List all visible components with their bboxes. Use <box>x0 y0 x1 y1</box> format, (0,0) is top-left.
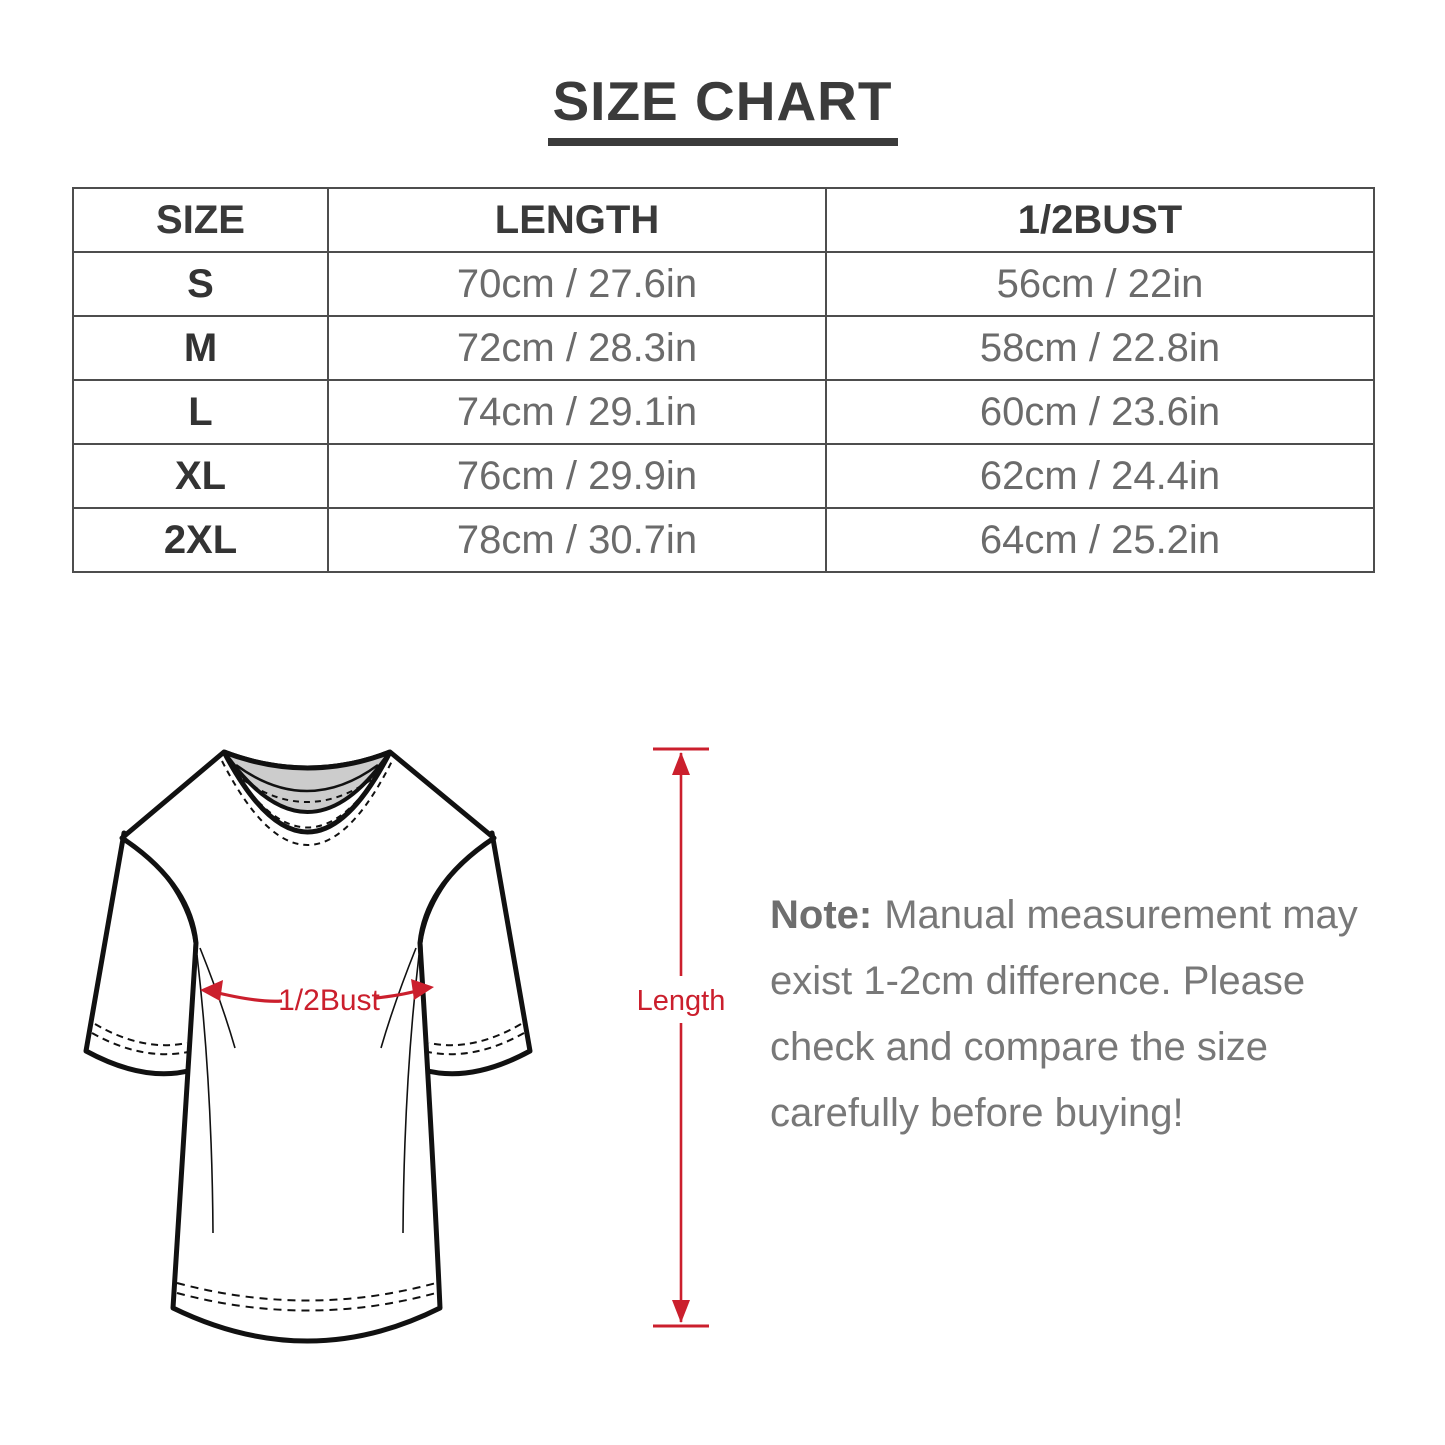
size-value: S <box>72 251 329 317</box>
note-text: Note: Manual measurement may exist 1-2cm … <box>770 882 1410 1146</box>
bust-value: 60cm / 23.6in <box>825 379 1375 445</box>
length-value: 72cm / 28.3in <box>327 315 827 381</box>
page-title: SIZE CHART <box>0 74 1445 146</box>
note-line: carefully before buying! <box>770 1091 1184 1135</box>
column-header-size: SIZE <box>72 187 329 253</box>
bust-value: 62cm / 24.4in <box>825 443 1375 509</box>
bust-measure-arrow <box>200 979 434 1003</box>
table-row: XL 76cm / 29.9in 62cm / 24.4in <box>72 443 1375 509</box>
size-table: SIZE LENGTH 1/2BUST S 70cm / 27.6in 56cm… <box>72 187 1375 573</box>
column-header-bust: 1/2BUST <box>825 187 1375 253</box>
length-value: 78cm / 30.7in <box>327 507 827 573</box>
note-line: exist 1-2cm difference. Please <box>770 959 1306 1003</box>
hem-stitching <box>176 1282 437 1312</box>
note-line: Note: Manual measurement may <box>770 882 1410 948</box>
length-label: Length <box>637 985 726 1017</box>
note-line-text: Manual measurement may <box>884 893 1358 937</box>
length-measure-arrow <box>653 747 709 1328</box>
table-row: 2XL 78cm / 30.7in 64cm / 25.2in <box>72 507 1375 573</box>
length-value: 74cm / 29.1in <box>327 379 827 445</box>
bust-value: 64cm / 25.2in <box>825 507 1375 573</box>
bust-value: 58cm / 22.8in <box>825 315 1375 381</box>
length-value: 76cm / 29.9in <box>327 443 827 509</box>
length-value: 70cm / 27.6in <box>327 251 827 317</box>
sleeve-stitching <box>91 1023 525 1056</box>
table-header-row: SIZE LENGTH 1/2BUST <box>72 187 1375 253</box>
table-row: S 70cm / 27.6in 56cm / 22in <box>72 251 1375 317</box>
size-value: XL <box>72 443 329 509</box>
table-row: M 72cm / 28.3in 58cm / 22.8in <box>72 315 1375 381</box>
size-value: M <box>72 315 329 381</box>
note-line: check and compare the size <box>770 1025 1269 1069</box>
size-value: 2XL <box>72 507 329 573</box>
size-value: L <box>72 379 329 445</box>
tshirt-measurement-diagram: 1/2Bust Length <box>83 747 726 1344</box>
bust-label: 1/2Bust <box>278 984 380 1017</box>
bust-value: 56cm / 22in <box>825 251 1375 317</box>
page-title-text: SIZE CHART <box>547 74 898 146</box>
table-row: L 74cm / 29.1in 60cm / 23.6in <box>72 379 1375 445</box>
tshirt-collar <box>221 749 393 846</box>
tshirt-body <box>119 749 497 1344</box>
note-label: Note: <box>770 893 873 937</box>
column-header-length: LENGTH <box>327 187 827 253</box>
